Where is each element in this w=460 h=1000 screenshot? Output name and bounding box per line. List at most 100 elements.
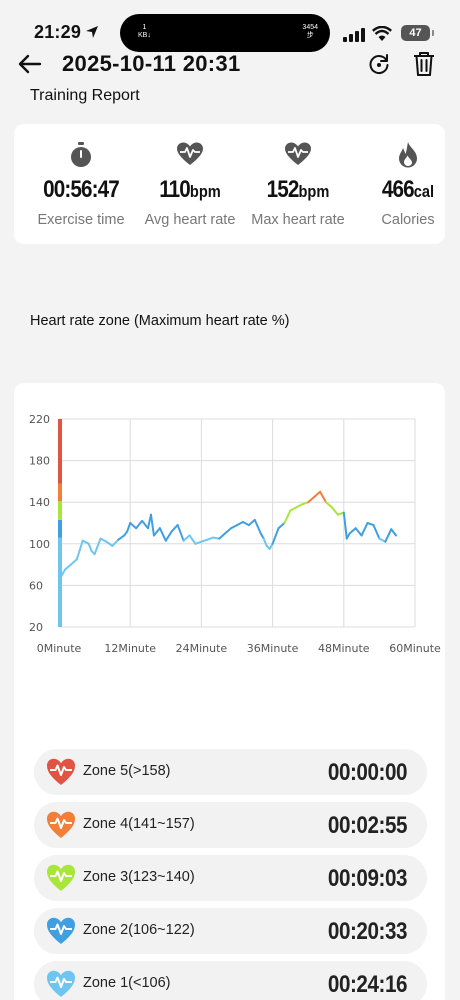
step-count-value: 3454 [302, 24, 318, 31]
zone-label: Zone 2(106~122) [83, 922, 195, 938]
training-report-title: Training Report [30, 87, 140, 104]
heart-rate-segment [63, 563, 72, 571]
wifi-icon [372, 26, 392, 41]
heart-rate-segment [307, 496, 316, 504]
zone-row-4[interactable]: Zone 4(141~157) 00:02:55 [34, 802, 427, 848]
zone-bar-segment [58, 501, 62, 520]
stat-label: Avg heart rate [144, 212, 236, 228]
zone-row-1[interactable]: Zone 1(<106) 00:24:16 [34, 961, 427, 1000]
heart-rate-segment [182, 534, 191, 542]
heart-rate-segment [283, 509, 292, 524]
refresh-button[interactable] [366, 51, 392, 77]
y-tick-label: 180 [29, 455, 50, 468]
heart-rate-segment [170, 524, 179, 533]
heart-rate-segment [59, 568, 66, 579]
heart-rate-segment [390, 528, 398, 537]
zone-icon-fill [47, 758, 75, 785]
zone-row-2[interactable]: Zone 2(106~122) 00:20:33 [34, 908, 427, 954]
heart-rate-segment [188, 534, 197, 545]
heart-rate-segment [366, 522, 375, 527]
heart-rate-segment [200, 538, 209, 543]
network-speed-unit: KB↓ [138, 32, 151, 39]
heart-rate-segment [360, 522, 369, 537]
heart-rate-segment [372, 524, 381, 540]
x-tick-label: 24Minute [176, 642, 228, 655]
heart-rate-segment [241, 520, 250, 527]
stat-unit: bpm [298, 182, 330, 201]
heart-rate-segment [236, 520, 244, 527]
zone-bar-segment [58, 537, 62, 627]
step-count-unit: 步 [306, 32, 314, 39]
zone-bar-segment [58, 419, 62, 484]
dynamic-island: 1 KB↓ 3454 步 [120, 14, 330, 52]
zone-row-3[interactable]: Zone 3(123~140) 00:09:03 [34, 855, 427, 901]
x-tick-label: 12Minute [104, 642, 156, 655]
zone-row-5[interactable]: Zone 5(>158) 00:00:00 [34, 749, 427, 795]
stat-calories: 466cal Calories [354, 124, 460, 244]
heart-rate-segment [325, 501, 333, 509]
heart-rate-segment [141, 519, 149, 530]
heart-rate-segment [111, 538, 120, 547]
heart-rate-segment [152, 527, 161, 537]
heart-rate-segment [319, 490, 327, 504]
heart-rate-segment [81, 539, 90, 545]
stat-value: 00:56:47 [43, 176, 120, 203]
x-tick-label: 60Minute [389, 642, 441, 655]
stat-unit: bpm [189, 182, 221, 201]
heart-rate-segment [176, 524, 185, 542]
zone-label: Zone 5(>158) [83, 763, 171, 779]
zone-bar-segment [58, 519, 62, 538]
heart-rate-segment [336, 511, 345, 516]
heart-rate-segment [126, 522, 132, 533]
heart-pulse-icon [47, 917, 75, 944]
summary-card: 00:56:47 Exercise time 110bpm Avg heart … [14, 124, 445, 244]
heart-rate-segment [253, 518, 262, 535]
zone-duration: 00:20:33 [327, 918, 408, 945]
location-arrow-icon [86, 26, 98, 38]
y-tick-label: 20 [29, 621, 43, 634]
y-tick-label: 100 [29, 538, 50, 551]
heart-rate-segment [105, 540, 114, 547]
zone-bar-segment [58, 483, 62, 502]
stat-label: Max heart rate [251, 212, 345, 228]
battery-indicator: 47 [401, 25, 434, 41]
stat-value: 152 [266, 176, 300, 203]
zone-icon-fill [47, 811, 75, 838]
zone-label: Zone 4(141~157) [83, 816, 195, 832]
stat-value: 110 [159, 176, 191, 203]
y-tick-label: 220 [29, 413, 50, 426]
zone-label: Zone 3(123~140) [83, 869, 195, 885]
back-button[interactable] [16, 50, 44, 78]
heart-rate-segment [230, 524, 238, 530]
heart-rate-segment [135, 519, 144, 530]
delete-button[interactable] [411, 50, 437, 78]
y-tick-label: 140 [29, 496, 50, 509]
zone-duration: 00:02:55 [327, 812, 408, 839]
heart-rate-segment [75, 539, 84, 561]
stat-max-heart-rate: 152bpm Max heart rate [244, 124, 352, 244]
heart-pulse-icon [47, 864, 75, 891]
heart-rate-segment [93, 537, 102, 556]
heart-rate-segment [206, 536, 215, 541]
x-tick-label: 48Minute [318, 642, 370, 655]
heart-rate-segment [348, 527, 357, 535]
heart-rate-segment [218, 532, 227, 540]
stat-exercise-time: 00:56:47 Exercise time [27, 124, 135, 244]
heart-rate-segment [354, 527, 363, 537]
y-tick-label: 60 [29, 579, 43, 592]
heart-rate-segment [301, 501, 310, 506]
heart-rate-segment [247, 518, 256, 527]
zone-duration: 00:00:00 [327, 759, 408, 786]
zone-duration: 00:09:03 [327, 865, 408, 892]
zone-label: Zone 1(<106) [83, 975, 171, 991]
heart-rate-segment [384, 528, 393, 543]
heart-rate-segment [271, 527, 280, 545]
heart-rate-segment [99, 537, 108, 543]
heart-rate-segment [87, 542, 93, 553]
heart-rate-segment [69, 558, 78, 566]
heart-rate-segment [117, 534, 126, 541]
heart-pulse-icon [177, 142, 203, 165]
heart-rate-segment [149, 513, 155, 537]
stat-label: Exercise time [37, 212, 125, 228]
heart-rate-segment [224, 527, 233, 535]
